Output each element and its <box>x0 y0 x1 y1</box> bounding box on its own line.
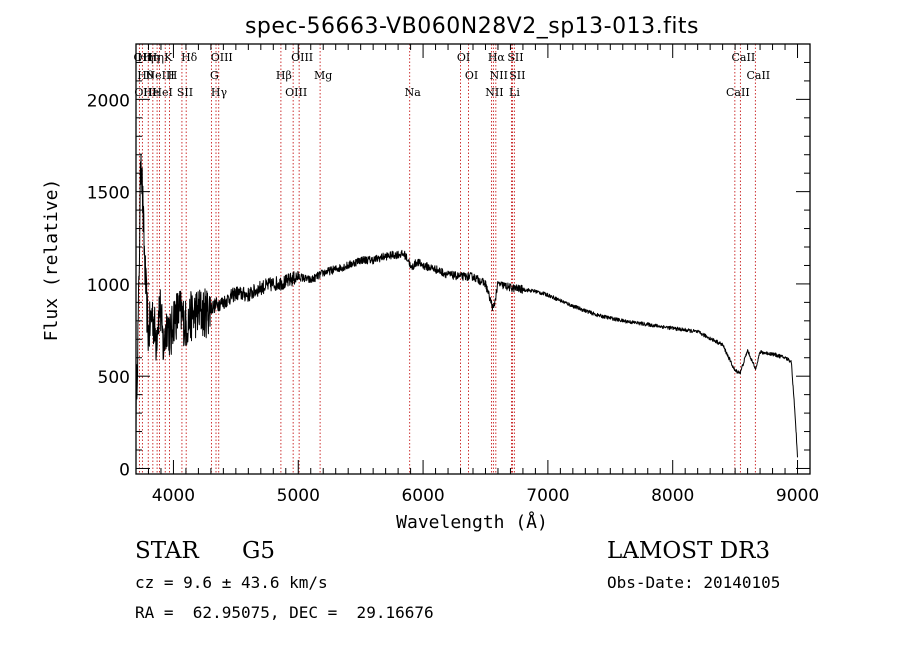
y-tick-label: 1500 <box>87 184 130 204</box>
line-label: He <box>143 86 159 99</box>
x-ticks: 4000 5000 6000 7000 8000 9000 <box>135 44 819 506</box>
line-label: Mg <box>314 69 332 82</box>
line-label: Na <box>405 86 422 99</box>
x-axis-label: Wavelength (Å) <box>396 511 548 533</box>
y-tick-label: 0 <box>119 460 130 480</box>
line-label: HeI <box>152 86 172 99</box>
redshift-text: cz = 9.6 ± 43.6 km/s <box>135 573 328 592</box>
line-label: NII <box>485 86 503 99</box>
chart-title: spec-56663-VB060N28V2_sp13-013.fits <box>245 14 699 39</box>
x-tick-label: 7000 <box>526 486 569 506</box>
spectrum-layer <box>135 153 798 458</box>
line-label: OI <box>465 69 478 82</box>
y-tick-label: 2000 <box>87 91 130 111</box>
line-label: CaII <box>726 86 750 99</box>
x-tick-label: 5000 <box>277 486 320 506</box>
plot-frame <box>135 43 811 475</box>
line-label: OIII <box>134 86 156 99</box>
line-label: Hθ <box>137 69 154 82</box>
line-label: OI <box>457 51 470 64</box>
coordinates-text: RA = 62.95075, DEC = 29.16676 <box>135 603 434 622</box>
line-label: SII <box>509 69 525 82</box>
line-label: OIII <box>285 86 307 99</box>
x-tick-label: 8000 <box>651 486 694 506</box>
line-label: CaII <box>746 69 770 82</box>
line-label: OIII <box>291 51 313 64</box>
line-label: H <box>168 69 178 82</box>
survey-label: LAMOST DR3 <box>607 538 771 564</box>
x-tick-label: 9000 <box>776 486 819 506</box>
object-class: STAR <box>135 538 199 564</box>
y-axis-label: Flux (relative) <box>41 179 62 342</box>
subclass: G5 <box>242 538 276 564</box>
line-label: NII <box>490 69 508 82</box>
line-label: Hη <box>143 51 159 64</box>
line-label: Hη <box>148 51 164 64</box>
line-label: Hγ <box>211 86 228 99</box>
line-label: G <box>210 69 219 82</box>
y-ticks: 0 500 1000 1500 2000 <box>87 43 810 480</box>
line-label: Hα <box>488 51 506 64</box>
line-label: OII <box>134 51 152 64</box>
obs-date: Obs-Date: 20140105 <box>607 573 781 592</box>
x-tick-label: 6000 <box>401 486 444 506</box>
line-label: SII <box>507 51 523 64</box>
line-markers <box>138 44 756 474</box>
line-label: NeIII <box>146 69 175 82</box>
line-label: OIII <box>211 51 233 64</box>
line-label: Hη <box>137 51 153 64</box>
line-label: Hδ <box>181 51 198 64</box>
x-tick-label: 4000 <box>152 486 195 506</box>
line-label: SII <box>177 86 193 99</box>
y-tick-label: 1000 <box>87 276 130 296</box>
line-label: Hβ <box>276 69 292 82</box>
spectrum-line <box>135 153 798 458</box>
line-label: CaII <box>732 51 756 64</box>
line-label: Li <box>509 86 520 99</box>
line-label: K <box>164 51 173 64</box>
y-tick-label: 500 <box>98 368 130 388</box>
